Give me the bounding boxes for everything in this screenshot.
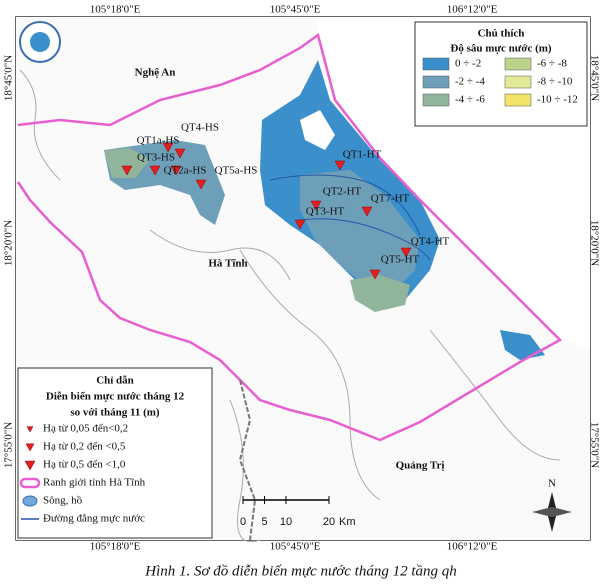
rivers	[19, 69, 561, 542]
coord-label: 18°20'0"N	[588, 220, 600, 266]
caption: Hình 1. Sơ đồ diễn biến mực nước tháng 1…	[144, 563, 457, 579]
well-marker	[334, 160, 346, 171]
guide-symbol	[19, 477, 41, 489]
well-marker	[361, 206, 373, 217]
legend-label: 0 ÷ -2	[455, 58, 481, 70]
coord-label: 17°55'0"N	[3, 422, 15, 468]
legend-swatch	[422, 75, 450, 89]
legend-swatch	[422, 93, 450, 107]
contours	[269, 174, 431, 261]
guide-label: Sông, hồ	[43, 495, 83, 507]
scale-label: 5	[261, 516, 267, 528]
legend-swatch	[504, 75, 532, 89]
coord-label: 18°45'0"N	[588, 55, 600, 101]
well-marker	[162, 142, 174, 153]
guide-subtitle: so với tháng 11 (m)	[70, 407, 160, 419]
place-label: Nghệ An	[135, 67, 176, 79]
legend-swatch	[504, 93, 532, 107]
coord-label: 106°12'0"E	[447, 541, 498, 553]
guide-label: Hạ từ 0,05 đến<0,2	[43, 423, 128, 435]
well-marker	[149, 165, 161, 176]
scale-label: 10	[280, 516, 292, 528]
well-marker	[121, 165, 133, 176]
legend-swatch	[504, 57, 532, 71]
well-marker	[174, 148, 186, 159]
guide-label: Ranh giới tỉnh Hà Tĩnh	[43, 477, 146, 489]
well-label: QT3-HT	[306, 206, 345, 218]
legend-title: Chú thích	[478, 28, 525, 40]
well-label: QT4-HS	[181, 122, 219, 134]
north-label: N	[548, 478, 556, 490]
legend-label: -10 ÷ -12	[537, 94, 578, 106]
coord-label: 105°45'0"E	[270, 541, 321, 553]
well-marker	[170, 165, 182, 176]
coord-label: 17°55'0"N	[588, 422, 600, 468]
coord-label: 18°20'0"N	[3, 220, 15, 266]
well-label: QT1a-HS	[137, 135, 180, 147]
guide-title: Chỉ dẫn	[96, 375, 134, 387]
coord-label: 105°18'0"E	[90, 4, 141, 16]
well-label: QT3-HS	[137, 152, 175, 164]
zone-2-4	[300, 170, 420, 290]
legend-label: -6 ÷ -8	[537, 58, 567, 70]
well-marker	[24, 460, 36, 471]
guide-symbol	[22, 495, 38, 507]
well-marker	[26, 426, 34, 433]
well-label: QT5a-HS	[215, 165, 258, 177]
guide-label: Đường đẳng mực nước	[43, 513, 145, 525]
coord-label: 105°18'0"E	[90, 541, 141, 553]
legend-label: -8 ÷ -10	[537, 76, 573, 88]
north-arrow	[532, 492, 572, 532]
coord-label: 106°12'0"E	[447, 4, 498, 16]
well-label: QT2-HT	[323, 186, 362, 198]
guide-subtitle: Diễn biến mực nước tháng 12	[46, 391, 185, 403]
well-marker	[294, 219, 306, 230]
legend-label: -4 ÷ -6	[455, 94, 485, 106]
place-label: Quảng Trị	[396, 460, 445, 472]
well-label: QT2a-HS	[164, 165, 207, 177]
guide-label: Hạ từ 0,5 đến <1,0	[43, 459, 126, 471]
well-marker	[310, 200, 322, 211]
zone-south	[500, 330, 545, 360]
guide-label: Hạ từ 0,2 đến <0,5	[43, 441, 126, 453]
legend-box	[414, 21, 588, 127]
place-label: Hà Tĩnh	[208, 258, 247, 270]
province-boundary	[16, 32, 563, 442]
legend-label: -2 ÷ -4	[455, 76, 485, 88]
well-label: QT7-HT	[371, 193, 410, 205]
zone-west-2	[104, 148, 150, 178]
legend-subtitle: Độ sâu mực nước (m)	[450, 43, 552, 55]
logo-inner	[30, 32, 50, 52]
well-label: QT5-HT	[381, 254, 420, 266]
island	[300, 110, 335, 150]
well-marker	[369, 269, 381, 280]
scale-label: 20	[323, 516, 335, 528]
well-label: QT4-HT	[411, 236, 450, 248]
well-label: QT1-HT	[343, 149, 382, 161]
well-marker	[195, 179, 207, 190]
scale-unit: Km	[339, 516, 356, 528]
scale-label: 0	[240, 516, 246, 528]
legend-swatch	[422, 57, 450, 71]
zone-4-6	[350, 275, 410, 312]
well-marker	[25, 443, 35, 452]
coord-label: 18°45'0"N	[3, 55, 15, 101]
guide-box	[17, 367, 213, 539]
well-marker	[400, 247, 412, 258]
coord-label: 105°45'0"E	[270, 4, 321, 16]
